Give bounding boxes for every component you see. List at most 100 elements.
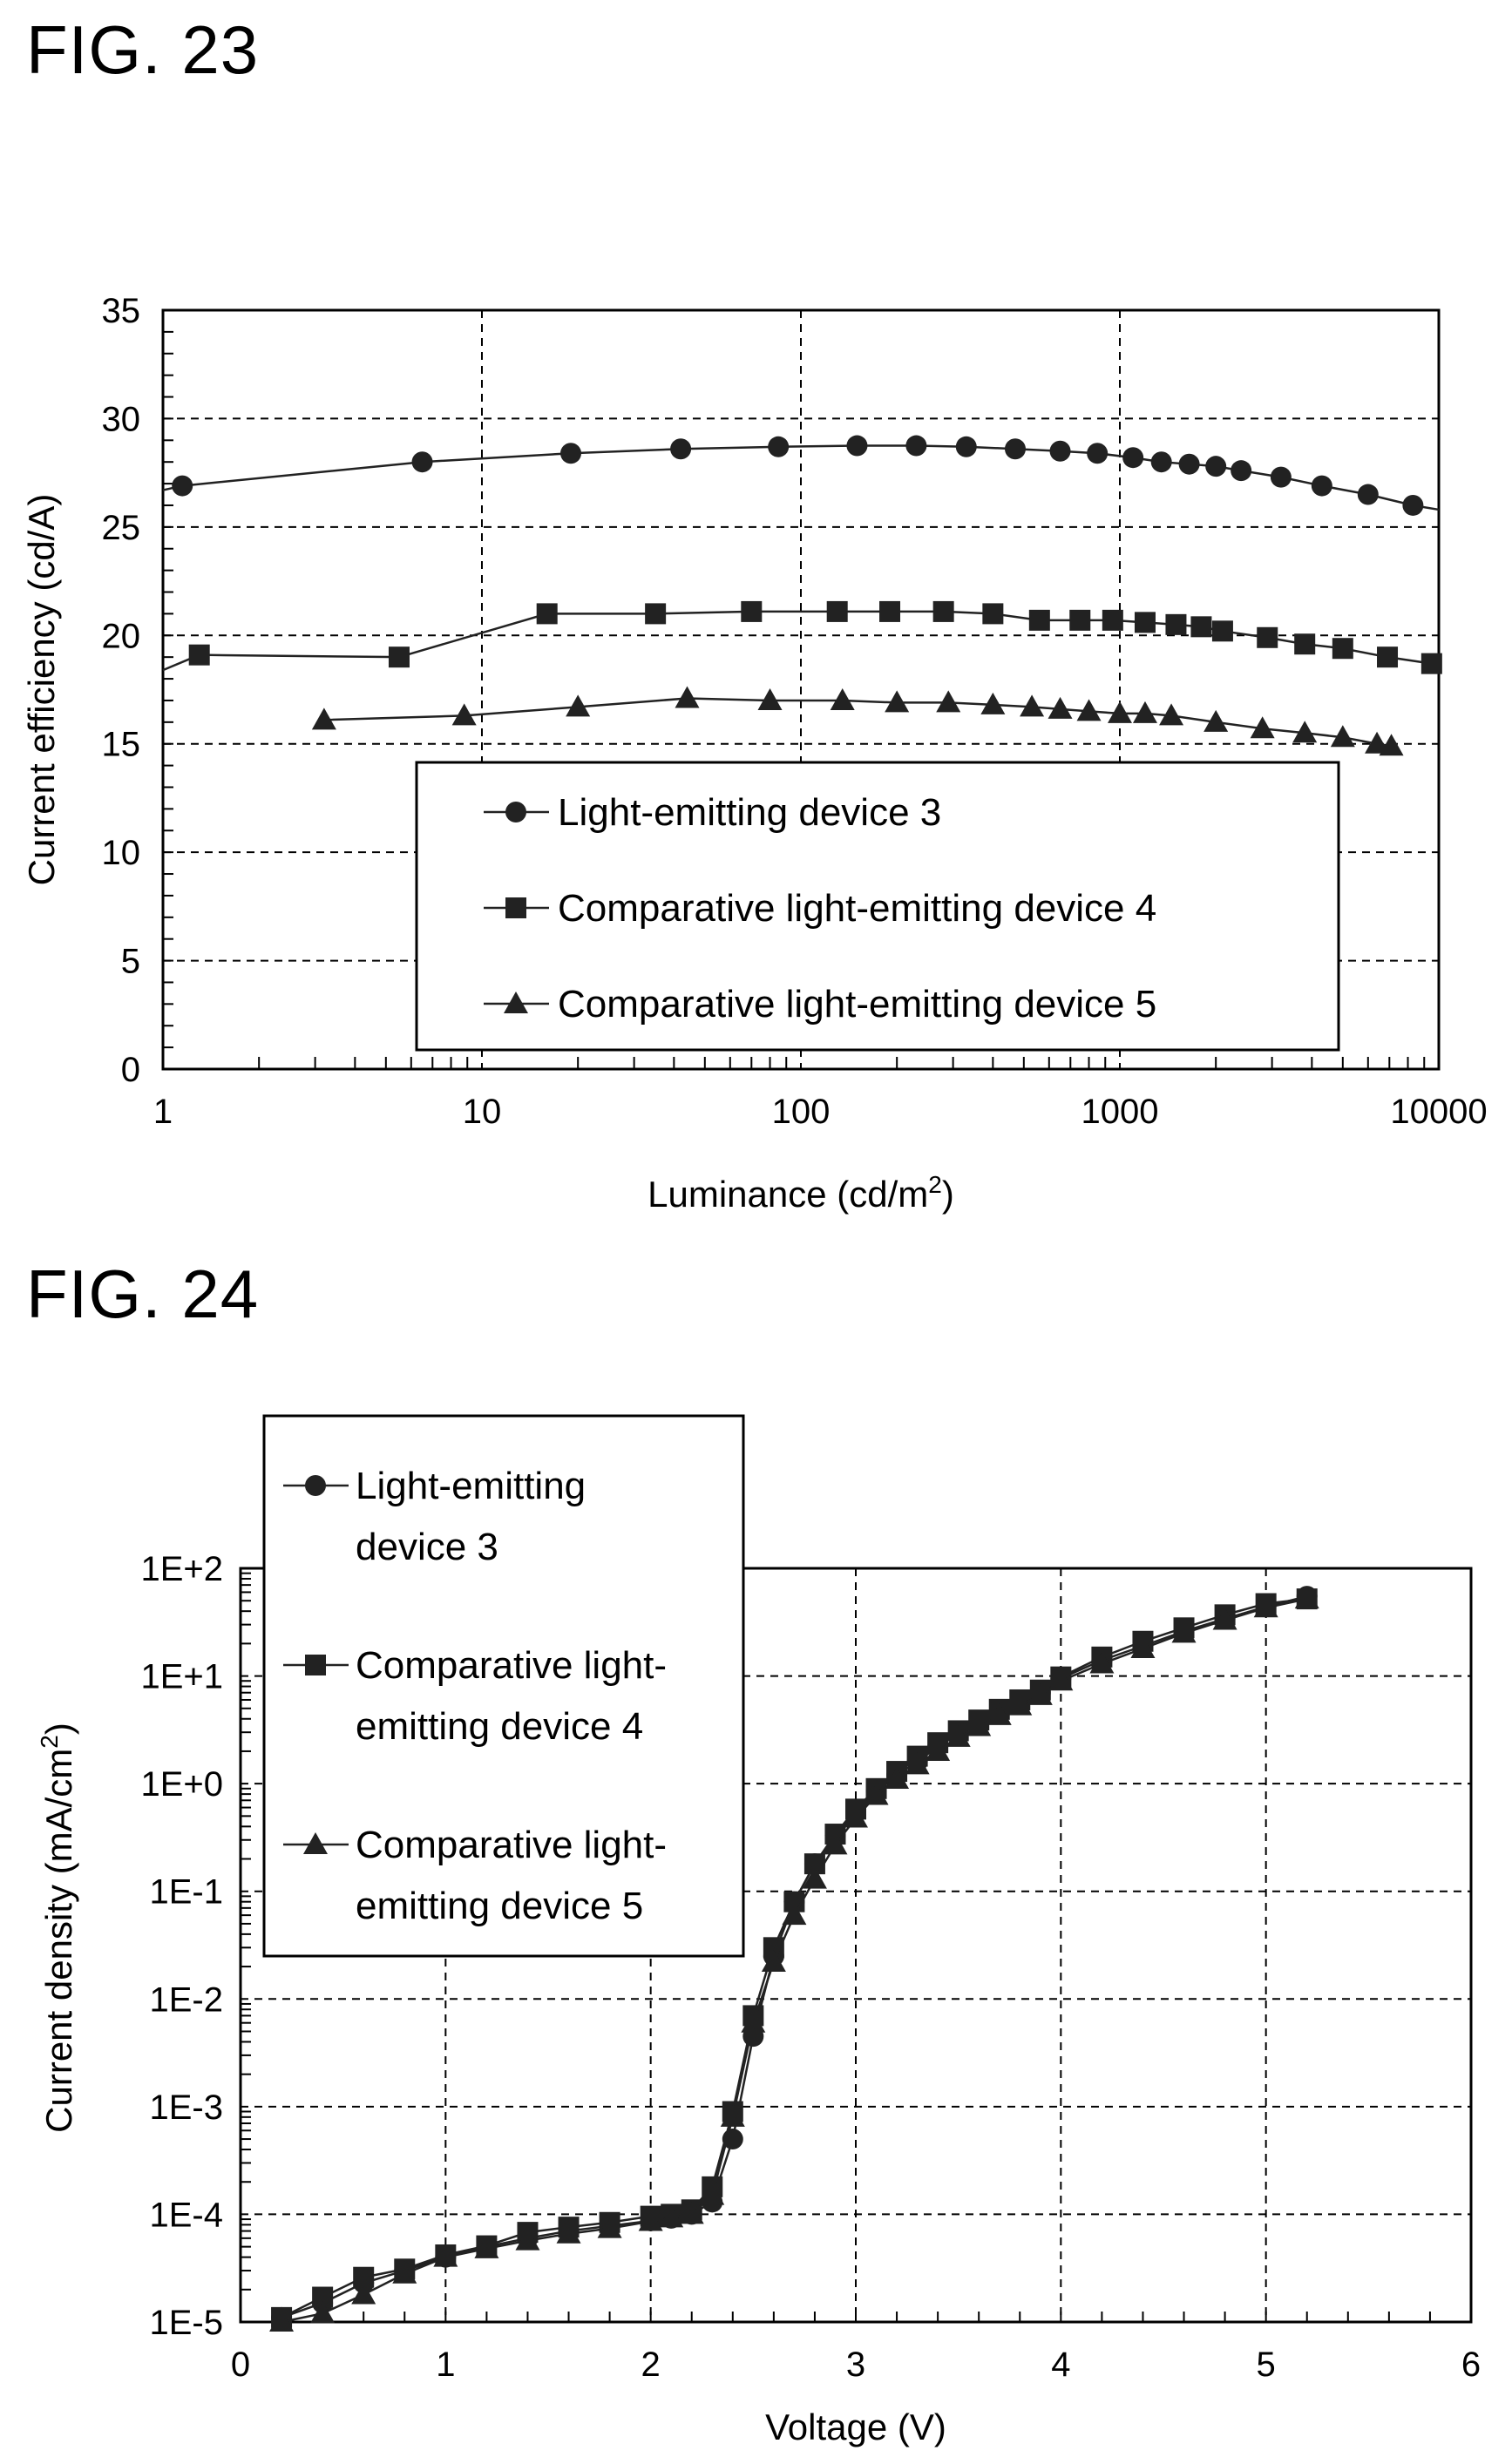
data-point-series-1 xyxy=(560,443,582,464)
x-tick-label: 0 xyxy=(231,2346,250,2384)
data-point-series-3 xyxy=(864,1783,889,1805)
y-tick-label: 1E-4 xyxy=(150,2196,224,2234)
series-line-3 xyxy=(323,697,1392,748)
data-point-series-2 xyxy=(1165,613,1187,635)
legend-triangle-icon xyxy=(504,992,528,1013)
data-point-series-3 xyxy=(679,2202,704,2224)
y-tick-label: 25 xyxy=(102,509,141,547)
data-point-series-1 xyxy=(1205,456,1227,477)
data-point-series-2 xyxy=(1420,653,1442,674)
series-line-1 xyxy=(162,444,1440,511)
data-point-series-1 xyxy=(411,451,433,473)
data-point-series-2 xyxy=(388,646,410,668)
data-point-series-3 xyxy=(782,1903,807,1926)
data-point-series-1 xyxy=(670,438,692,460)
x-axis-label: Voltage (V) xyxy=(765,2406,946,2447)
data-point-series-3 xyxy=(311,707,336,730)
data-point-series-3 xyxy=(474,2236,499,2258)
y-tick-label: 1E-5 xyxy=(150,2304,224,2342)
data-point-series-1 xyxy=(955,436,977,457)
data-point-series-3 xyxy=(905,1752,930,1775)
data-point-series-1 xyxy=(1049,440,1071,462)
data-point-series-2 xyxy=(645,603,667,625)
data-point-series-3 xyxy=(1089,1651,1115,1674)
y-tick-label: 1E+2 xyxy=(140,1550,223,1588)
data-point-series-2 xyxy=(932,600,954,622)
y-axis-label: Current efficiency (cd/A) xyxy=(21,494,62,886)
legend-box xyxy=(415,761,1340,1052)
data-point-series-3 xyxy=(823,1832,848,1855)
y-tick-label: 30 xyxy=(102,400,141,438)
data-point-series-3 xyxy=(844,1805,868,1828)
legend-entry-label: emitting device 4 xyxy=(356,1705,643,1748)
data-point-series-2 xyxy=(1257,626,1278,648)
data-point-series-3 xyxy=(885,1767,910,1790)
data-point-series-3 xyxy=(1020,694,1045,717)
data-point-series-3 xyxy=(830,687,855,710)
y-tick-label: 1E+0 xyxy=(140,1765,223,1804)
data-point-series-3 xyxy=(885,690,910,713)
data-point-series-3 xyxy=(1292,721,1318,743)
legend-box xyxy=(262,1414,745,1958)
legend-entry-label: device 3 xyxy=(356,1526,498,1568)
y-tick-label: 0 xyxy=(121,1051,140,1089)
data-point-series-3 xyxy=(1048,696,1073,719)
legend-circle-icon xyxy=(305,1475,326,1496)
data-point-series-3 xyxy=(1171,1621,1197,1643)
data-point-series-2 xyxy=(879,600,901,622)
figure-23-title: FIG. 23 xyxy=(26,11,260,88)
data-point-series-3 xyxy=(1379,734,1404,756)
data-point-series-3 xyxy=(757,687,783,710)
y-tick-label: 10 xyxy=(102,834,141,872)
fig24-legend: Light-emitting device 3 Comparative light-… xyxy=(262,1414,745,1958)
legend-triangle-icon xyxy=(303,1832,328,1854)
data-point-series-3 xyxy=(1007,1693,1033,1716)
data-point-series-3 xyxy=(700,2183,725,2205)
data-point-series-2 xyxy=(1102,609,1123,631)
legend-circle-icon xyxy=(505,802,526,822)
x-tick-label: 1000 xyxy=(1081,1093,1159,1131)
data-point-series-1 xyxy=(1087,443,1109,464)
data-point-series-3 xyxy=(980,692,1006,714)
data-point-series-3 xyxy=(1159,703,1184,726)
x-tick-label: 6 xyxy=(1461,2346,1481,2384)
data-point-series-3 xyxy=(675,686,700,708)
data-point-series-2 xyxy=(188,644,210,666)
data-point-series-1 xyxy=(1402,494,1424,516)
data-point-series-3 xyxy=(1365,731,1390,754)
x-tick-label: 2 xyxy=(641,2346,661,2384)
data-point-series-3 xyxy=(1203,709,1229,732)
data-point-series-3 xyxy=(1253,1595,1278,1618)
data-point-series-3 xyxy=(1330,725,1355,748)
plot-frame xyxy=(161,308,1441,1071)
data-point-series-1 xyxy=(1178,453,1200,475)
data-point-series-2 xyxy=(1332,638,1353,660)
y-tick-label: 1E-3 xyxy=(150,2088,224,2127)
data-point-series-3 xyxy=(1212,1608,1237,1630)
legend-entry-label: emitting device 5 xyxy=(356,1885,643,1927)
data-point-series-1 xyxy=(1311,475,1332,497)
x-tick-label: 1 xyxy=(436,2346,455,2384)
data-point-series-3 xyxy=(720,2104,745,2127)
data-point-series-3 xyxy=(926,1738,951,1761)
data-point-series-3 xyxy=(638,2209,663,2231)
data-point-series-3 xyxy=(802,1866,827,1889)
data-point-series-2 xyxy=(1211,620,1233,642)
data-point-series-3 xyxy=(936,690,961,713)
y-tick-label: 35 xyxy=(102,292,141,330)
data-point-series-3 xyxy=(1027,1682,1053,1705)
legend-entry-label: Comparative light- xyxy=(356,1644,667,1687)
data-point-series-3 xyxy=(741,2010,766,2033)
data-point-series-3 xyxy=(1130,1636,1156,1659)
data-point-series-3 xyxy=(966,1714,992,1736)
fig24-chart: 0 1 2 3 4 5 6 1E-5 1E-4 1E-3 1E-2 1E-1 1E+0 1E+1 1E+2 L… xyxy=(36,1414,1481,2447)
x-tick-label: 5 xyxy=(1257,2346,1276,2384)
data-point-series-3 xyxy=(1076,699,1102,721)
x-tick-label: 1 xyxy=(153,1093,173,1131)
data-point-series-3 xyxy=(659,2205,684,2228)
data-point-series-1 xyxy=(846,435,868,457)
data-point-series-3 xyxy=(987,1702,1012,1725)
x-axis-label: Luminance (cd/m2) xyxy=(648,1171,954,1215)
data-point-series-3 xyxy=(310,2301,336,2324)
